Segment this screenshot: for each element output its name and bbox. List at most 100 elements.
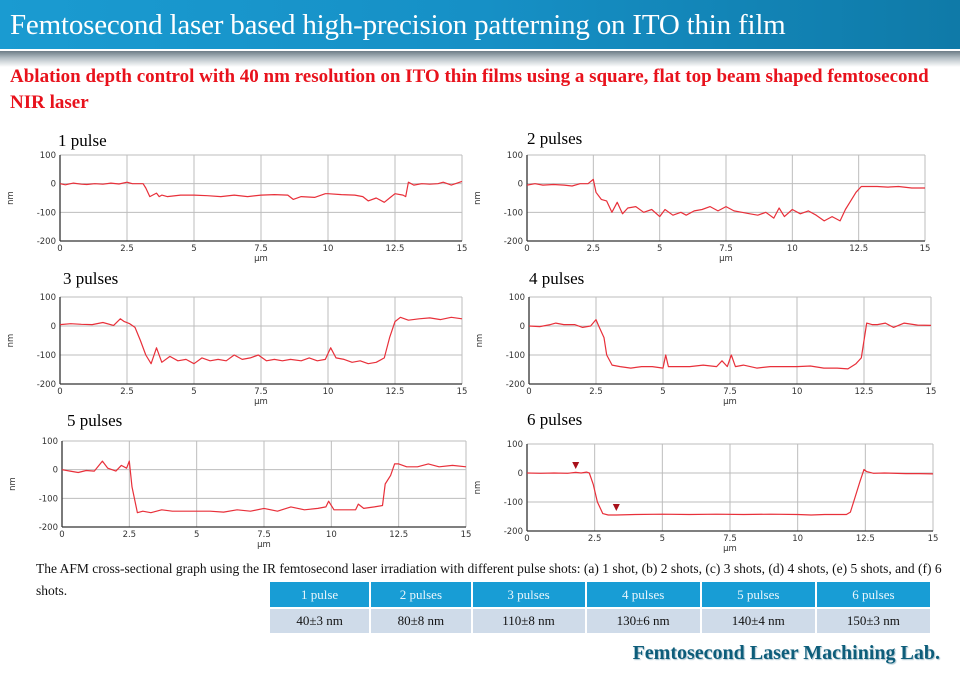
panel-title-4: 4 pulses: [529, 269, 585, 288]
y-axis-label: nm: [473, 191, 483, 205]
y-tick-label: 0: [518, 469, 523, 479]
figure-caption: The AFM cross-sectional graph using the …: [36, 561, 942, 598]
y-tick-label: 0: [518, 180, 523, 190]
x-tick-label: 2.5: [588, 534, 602, 544]
x-tick-label: 15: [457, 244, 468, 254]
profile-trace: [59, 316, 463, 365]
cursor-marker-icon: [572, 462, 580, 469]
table-header-row: 1 pulse 2 pulses 3 pulses 4 pulses 5 pul…: [270, 582, 930, 607]
x-axis-label: µm: [719, 254, 733, 264]
x-tick-label: 7.5: [254, 244, 268, 254]
x-tick-label: 7.5: [719, 244, 733, 254]
chart-panel-6: 0 2.5 5 7.5 10 12.5 15 100 0 -100 -200 µm nm: [473, 440, 938, 554]
table-header-cell: 1 pulse: [270, 582, 370, 607]
x-tick-label: 10: [323, 244, 334, 254]
profile-trace: [61, 460, 467, 514]
y-tick-label: 0: [51, 322, 56, 332]
x-tick-label: 12.5: [389, 530, 408, 540]
panel-title-5: 5 pulses: [67, 411, 123, 430]
x-tick-label: 0: [526, 387, 531, 397]
x-tick-label: 0: [59, 530, 64, 540]
x-axis-label: µm: [723, 544, 737, 554]
x-tick-label: 15: [928, 534, 939, 544]
x-axis-label: µm: [254, 254, 268, 264]
x-tick-label: 5: [191, 387, 196, 397]
x-tick-label: 10: [326, 530, 337, 540]
x-tick-label: 2.5: [587, 244, 601, 254]
cursor-marker-icon: [612, 504, 620, 512]
x-axis-label: µm: [723, 397, 737, 407]
x-tick-label: 10: [792, 387, 803, 397]
x-tick-label: 15: [457, 387, 468, 397]
y-tick-label: -100: [504, 208, 523, 218]
chart-panel-1: 0 2.5 5 7.5 10 12.5 15 100 0 -100 -200 µm nm: [6, 151, 467, 264]
x-tick-label: 0: [57, 244, 62, 254]
x-tick-label: 10: [323, 387, 334, 397]
panel-title-3: 3 pulses: [63, 269, 119, 288]
x-tick-label: 12.5: [386, 244, 405, 254]
panel-title-1: 1 pulse: [58, 131, 107, 150]
y-tick-label: -200: [37, 380, 56, 390]
x-tick-label: 15: [461, 530, 472, 540]
chart-panel-4: 0 2.5 5 7.5 10 12.5 15 100 0 -100 -200 µm nm: [475, 293, 936, 407]
page-subtitle: Ablation depth control with 40 nm resolu…: [10, 66, 929, 113]
x-tick-label: 2.5: [123, 530, 137, 540]
table-cell: 140±4 nm: [701, 609, 815, 633]
y-tick-label: -200: [504, 527, 523, 537]
profile-trace: [528, 319, 932, 370]
chart-panel-3: 0 2.5 5 7.5 10 12.5 15 100 0 -100 -200 µm nm: [6, 293, 467, 407]
panel-title-2: 2 pulses: [527, 129, 583, 148]
y-tick-label: -200: [504, 237, 523, 247]
x-tick-label: 5: [657, 244, 662, 254]
y-tick-label: 100: [507, 151, 523, 161]
x-tick-label: 7.5: [723, 387, 737, 397]
x-tick-label: 5: [660, 387, 665, 397]
x-tick-label: 15: [926, 387, 937, 397]
y-tick-label: 100: [509, 293, 525, 303]
y-tick-label: 100: [40, 293, 56, 303]
y-tick-label: -100: [506, 351, 525, 361]
y-tick-label: 0: [520, 322, 525, 332]
profile-trace: [526, 468, 934, 516]
x-axis-label: µm: [257, 540, 271, 550]
x-tick-label: 10: [787, 244, 798, 254]
y-tick-label: -100: [37, 351, 56, 361]
table-header-cell: 3 pulses: [472, 582, 585, 607]
x-tick-label: 0: [524, 534, 529, 544]
y-axis-label: nm: [8, 477, 18, 491]
y-axis-label: nm: [475, 334, 485, 348]
y-tick-label: 0: [53, 466, 58, 476]
x-tick-label: 2.5: [120, 244, 134, 254]
table-cell: 130±6 nm: [586, 609, 700, 633]
x-tick-label: 15: [920, 244, 931, 254]
profile-trace: [59, 180, 463, 203]
y-tick-label: -100: [504, 498, 523, 508]
y-tick-label: -100: [37, 208, 56, 218]
table-cell: 110±8 nm: [472, 609, 585, 633]
y-tick-label: 0: [51, 180, 56, 190]
x-tick-label: 12.5: [856, 534, 875, 544]
y-tick-label: -200: [506, 380, 525, 390]
x-tick-label: 2.5: [589, 387, 603, 397]
table-cell: 40±3 nm: [270, 609, 370, 633]
table-header-cell: 6 pulses: [816, 582, 930, 607]
x-tick-label: 5: [194, 530, 199, 540]
x-tick-label: 12.5: [849, 244, 868, 254]
chart-panel-2: 0 2.5 5 7.5 10 12.5 15 100 0 -100 -200 µm nm: [473, 151, 930, 264]
table-header-cell: 5 pulses: [701, 582, 815, 607]
x-tick-label: 0: [57, 387, 62, 397]
x-tick-label: 2.5: [120, 387, 134, 397]
x-tick-label: 12.5: [855, 387, 874, 397]
table-row: 40±3 nm 80±8 nm 110±8 nm 130±6 nm 140±4 …: [270, 609, 930, 633]
x-tick-label: 5: [191, 244, 196, 254]
profile-trace: [526, 178, 925, 222]
y-tick-label: 100: [40, 151, 56, 161]
x-tick-label: 10: [792, 534, 803, 544]
y-axis-label: nm: [6, 191, 16, 205]
page-title: Femtosecond laser based high-precision p…: [10, 9, 786, 41]
y-axis-label: nm: [473, 481, 483, 495]
y-tick-label: 100: [42, 437, 58, 447]
table-header-cell: 4 pulses: [586, 582, 700, 607]
x-tick-label: 7.5: [257, 530, 271, 540]
